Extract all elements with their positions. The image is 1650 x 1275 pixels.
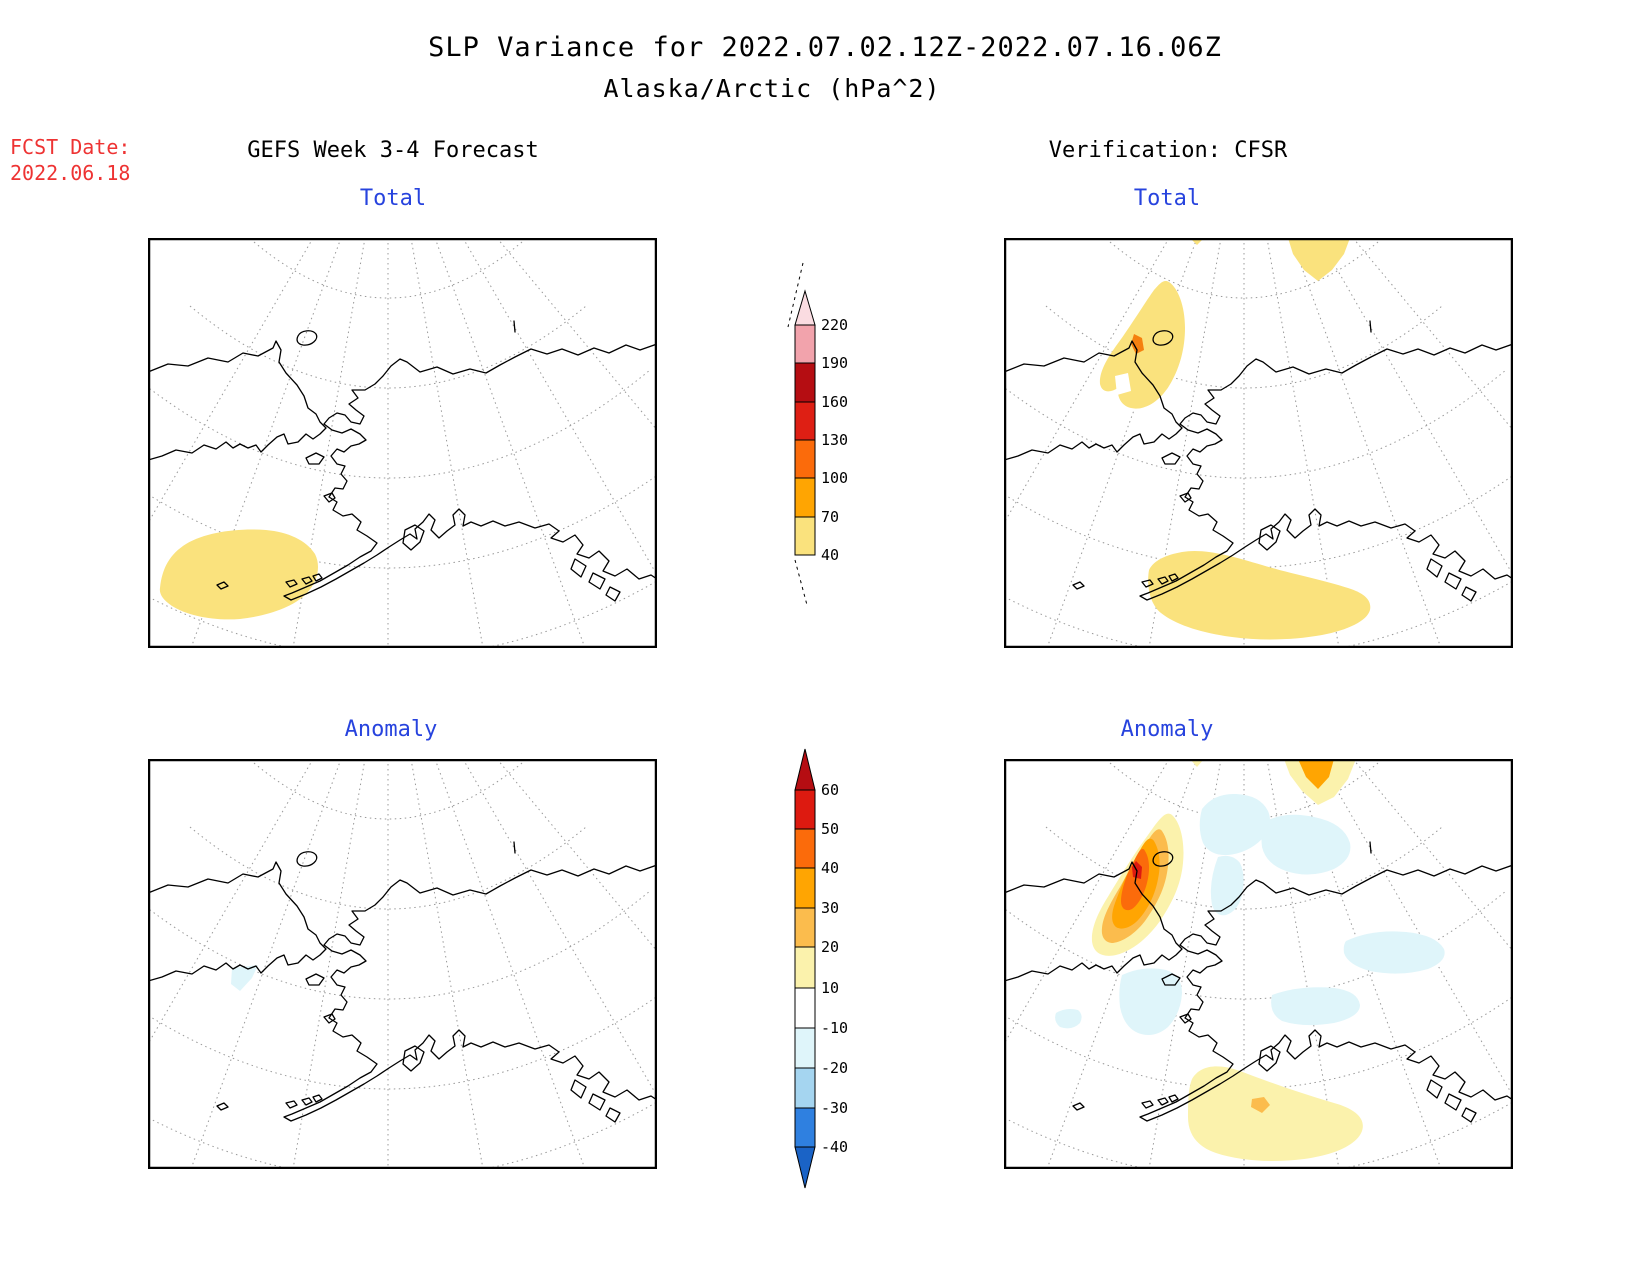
contour-region--10 to -20 (231, 965, 258, 991)
colorbar-total: 220 190 160 130 100 70 40 (787, 262, 848, 606)
contour-region-70-100 (1131, 334, 1144, 354)
panel-border (148, 759, 657, 1169)
colorbar-total-tick-40: 40 (821, 546, 839, 564)
contour-fills-gefs-anomaly (231, 965, 258, 991)
colorbar-anomaly-band-20-30 (794, 907, 816, 948)
colorbar-anomaly-tick-m20: -20 (821, 1059, 848, 1077)
colorbar-anomaly-tick-50: 50 (821, 820, 839, 838)
fcst-date-label: FCST Date: (10, 135, 131, 159)
contour-region--10 to -20 (1271, 987, 1360, 1026)
colorbar-total-band-130-160 (794, 401, 816, 441)
colorbar-total-tick-160: 160 (821, 393, 848, 411)
contour-region--10 to -20 (1210, 855, 1244, 916)
colorbar-anomaly-tick-m10: -10 (821, 1019, 848, 1037)
contour-region-20-30 (1251, 1097, 1270, 1113)
colorbar-anomaly-tick-10: 10 (821, 979, 839, 997)
colorbar-total-tick-100: 100 (821, 469, 848, 487)
map-panel-cfsr-anomaly (1004, 759, 1513, 1169)
panel-label-cfsr-total: Total (1133, 186, 1201, 211)
colorbar-anomaly-band-30-40 (794, 867, 816, 909)
left-column-header: GEFS Week 3-4 Forecast (247, 138, 539, 163)
contour-region-coast-notch (1115, 373, 1131, 395)
contour-region-40-70 (1148, 550, 1371, 640)
colorbar-total-over-triangle (794, 289, 816, 326)
panel-border (1004, 759, 1513, 1169)
colorbar-total-band-70-100 (794, 477, 816, 518)
colorbar-anomaly-band-m30-m40 (794, 1107, 816, 1148)
panel-border (1004, 238, 1513, 648)
contour-region-30-40 (1298, 759, 1334, 789)
colorbar-total-tick-190: 190 (821, 354, 848, 372)
main-title: SLP Variance for 2022.07.02.12Z-2022.07.… (428, 32, 1222, 63)
colorbar-total-band-190-220 (794, 324, 816, 364)
contour-region--10 to -20 (1343, 931, 1445, 974)
colorbar-anomaly-tick-m30: -30 (821, 1099, 848, 1117)
colorbar-anomaly-tick-60: 60 (821, 781, 839, 799)
colorbar-total-band-40-70 (794, 516, 816, 556)
colorbar-anomaly-band-50-60 (794, 789, 816, 830)
colorbar-total-band-160-190 (794, 362, 816, 403)
contour-region-40-70 (159, 529, 318, 620)
colorbar-anomaly-band-neutral (794, 987, 816, 1029)
contour-region-10-20 (1188, 1066, 1363, 1161)
colorbar-anomaly-band-m10-m20 (794, 1027, 816, 1069)
colorbar-total-tick-70: 70 (821, 508, 839, 526)
panel-label-gefs-anomaly: Anomaly (344, 717, 438, 742)
panel-border (148, 238, 657, 648)
colorbar-anomaly-tick-40: 40 (821, 859, 839, 877)
contour-region--10 to -20 (1119, 968, 1182, 1035)
subtitle: Alaska/Arctic (hPa^2) (603, 74, 941, 103)
contour-fills-gefs-total (159, 529, 318, 620)
panel-label-cfsr-anomaly: Anomaly (1120, 717, 1214, 742)
contour-region-40-70 (1288, 238, 1350, 281)
colorbar-total-band-100-130 (794, 439, 816, 479)
map-panel-cfsr-total (1004, 238, 1513, 648)
stray-map-curve (794, 559, 808, 606)
colorbar-anomaly-tick-30: 30 (821, 899, 839, 917)
colorbar-total-tick-220: 220 (821, 316, 848, 334)
colorbar-anomaly-over-triangle (794, 748, 816, 791)
colorbar-anomaly-band-40-50 (794, 828, 816, 869)
map-panel-gefs-total (148, 238, 657, 648)
fcst-date-value: 2022.06.18 (10, 161, 131, 185)
colorbar-anomaly: 60 50 40 30 20 10 -10 -20 -30 -40 (794, 748, 848, 1189)
panel-label-gefs-total: Total (359, 186, 427, 211)
colorbar-anomaly-tick-20: 20 (821, 938, 839, 956)
contour-region--10 to -20 (1055, 1009, 1082, 1029)
contour-fills-cfsr-anomaly (1055, 759, 1445, 1161)
colorbar-anomaly-band-10-20 (794, 946, 816, 989)
contour-region--10 to -20 (1199, 793, 1270, 856)
colorbar-total-tick-130: 130 (821, 431, 848, 449)
colorbar-anomaly-band-m20-m30 (794, 1067, 816, 1109)
colorbar-anomaly-tick-m40: -40 (821, 1138, 848, 1156)
map-panel-gefs-anomaly (148, 759, 657, 1169)
contour-region--10 to -20 (1261, 814, 1351, 875)
contour-fills-cfsr-total (1099, 238, 1371, 640)
colorbar-anomaly-under-triangle (794, 1146, 816, 1189)
right-column-header: Verification: CFSR (1048, 138, 1288, 163)
